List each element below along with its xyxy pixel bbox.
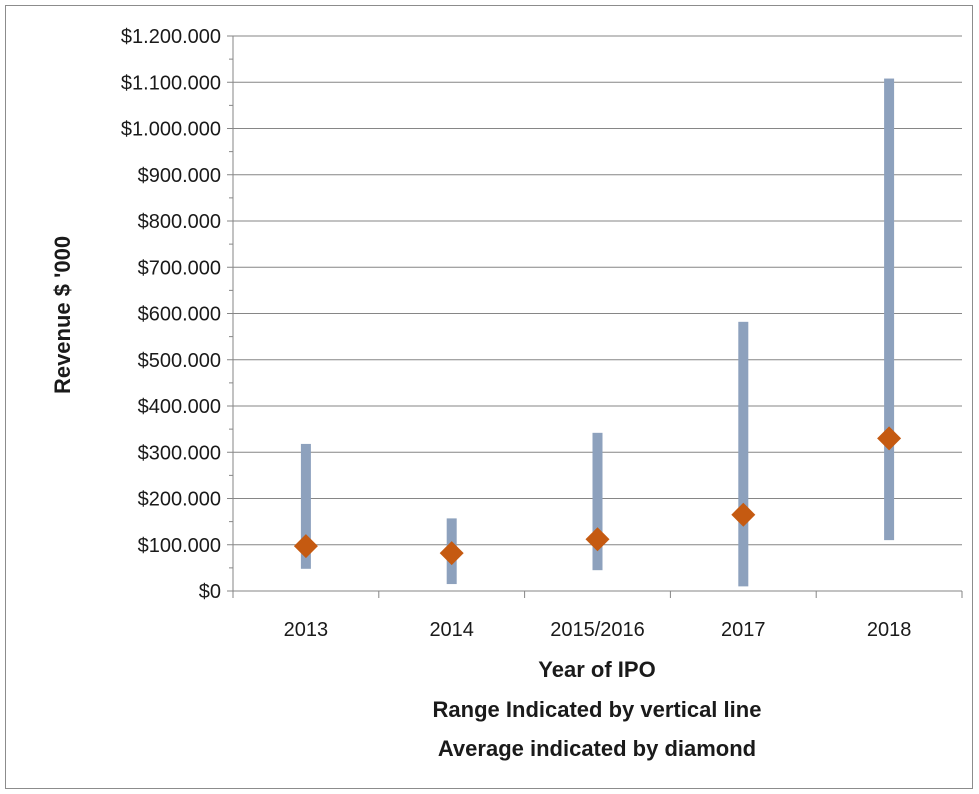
y-tick-label: $800.000 bbox=[138, 211, 221, 233]
x-axis-title: Year of IPO bbox=[538, 657, 655, 682]
y-axis-title: Revenue $ '000 bbox=[50, 236, 75, 394]
range-bar bbox=[592, 432, 603, 571]
y-tick-label: $1.200.000 bbox=[121, 26, 221, 48]
x-axis-note-range: Range Indicated by vertical line bbox=[433, 697, 762, 722]
average-diamond bbox=[585, 527, 610, 552]
average-diamond bbox=[731, 502, 756, 527]
x-axis-note-average: Average indicated by diamond bbox=[438, 736, 756, 761]
range-bars bbox=[300, 78, 895, 587]
range-bar bbox=[738, 321, 749, 587]
range-bar bbox=[300, 443, 311, 569]
y-tick-label: $1.100.000 bbox=[121, 72, 221, 94]
y-tick-label: $1.000.000 bbox=[121, 119, 221, 141]
gridlines bbox=[233, 35, 962, 546]
range-bar bbox=[884, 78, 895, 541]
average-markers bbox=[293, 426, 902, 566]
average-diamond bbox=[877, 426, 902, 451]
y-tick-label: $300.000 bbox=[138, 442, 221, 464]
average-diamond bbox=[439, 541, 464, 566]
x-tick-label: 2015/2016 bbox=[550, 619, 645, 641]
average-diamond bbox=[293, 534, 318, 559]
x-tick-labels: 2013 2014 2015/2016 2017 2018 bbox=[284, 619, 912, 641]
y-tick-label: $500.000 bbox=[138, 350, 221, 372]
y-tick-label: $400.000 bbox=[138, 396, 221, 418]
x-tick-label: 2014 bbox=[429, 619, 474, 641]
y-tick-label: $0 bbox=[199, 581, 221, 603]
chart-frame bbox=[5, 5, 973, 789]
x-tick-label: 2017 bbox=[721, 619, 766, 641]
y-tick-label: $100.000 bbox=[138, 535, 221, 557]
y-tick-label: $200.000 bbox=[138, 489, 221, 511]
y-tick-label: $900.000 bbox=[138, 165, 221, 187]
y-tick-label: $600.000 bbox=[138, 304, 221, 326]
x-tick-label: 2013 bbox=[284, 619, 329, 641]
axes bbox=[227, 35, 963, 598]
y-tick-label: $700.000 bbox=[138, 257, 221, 279]
y-tick-labels: $0 $100.000 $200.000 $300.000 $400.000 $500.0… bbox=[121, 26, 221, 603]
x-tick-label: 2018 bbox=[867, 619, 912, 641]
